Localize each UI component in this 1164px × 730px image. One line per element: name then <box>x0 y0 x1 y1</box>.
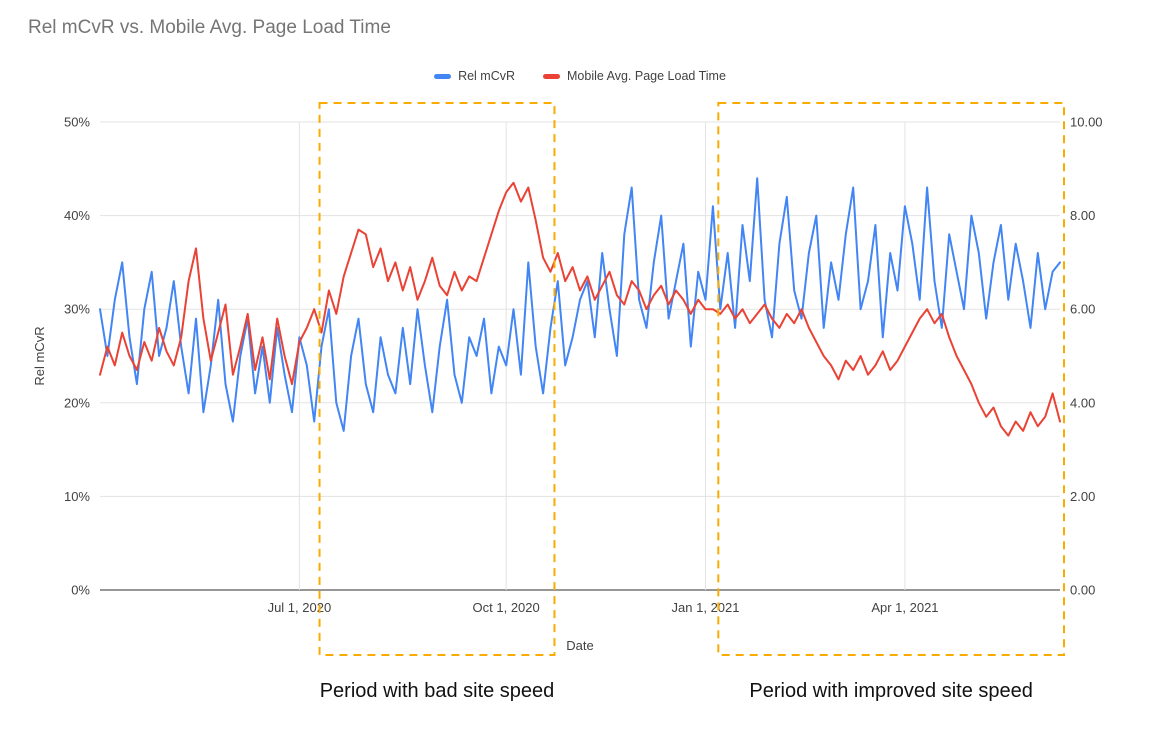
right-axis-tick: 6.00 <box>1070 302 1095 317</box>
legend-swatch-rel-mcvr <box>434 73 452 79</box>
annotation-box-2 <box>717 102 1065 656</box>
legend-item-rel-mcvr: Rel mCvR <box>434 69 515 83</box>
left-axis-tick: 50% <box>64 115 90 130</box>
annotation-label-improved-site-speed: Period with improved site speed <box>749 680 1033 702</box>
x-axis-tick: Jul 1, 2020 <box>268 600 332 615</box>
left-axis-tick: 30% <box>64 302 90 317</box>
series-line-rel-mcvr <box>99 177 1061 432</box>
x-axis-tick: Jan 1, 2021 <box>672 600 740 615</box>
legend: Rel mCvR Mobile Avg. Page Load Time <box>100 69 1060 83</box>
right-axis-tick: 4.00 <box>1070 395 1095 410</box>
right-axis-tick: 10.00 <box>1070 115 1103 130</box>
annotation-label-bad-site-speed: Period with bad site speed <box>319 680 555 702</box>
left-axis-tick: 10% <box>64 489 90 504</box>
legend-swatch-page-load-time <box>543 73 561 79</box>
right-axis-tick: 0.00 <box>1070 583 1095 598</box>
legend-label-page-load-time: Mobile Avg. Page Load Time <box>567 69 726 83</box>
x-axis-title: Date <box>566 638 594 653</box>
right-axis-tick: 8.00 <box>1070 208 1095 223</box>
annotation-box-1 <box>318 102 556 656</box>
y-axis-title: Rel mCvR <box>32 326 47 385</box>
legend-item-page-load-time: Mobile Avg. Page Load Time <box>543 69 726 83</box>
left-axis-tick: 0% <box>71 583 90 598</box>
left-axis-tick: 40% <box>64 208 90 223</box>
series-line-page-load-time <box>99 181 1061 437</box>
right-axis-tick: 2.00 <box>1070 489 1095 504</box>
left-axis-tick: 20% <box>64 395 90 410</box>
x-axis-tick: Oct 1, 2020 <box>473 600 540 615</box>
chart-title: Rel mCvR vs. Mobile Avg. Page Load Time <box>28 17 391 38</box>
x-axis-tick: Apr 1, 2021 <box>871 600 938 615</box>
legend-label-rel-mcvr: Rel mCvR <box>458 69 516 83</box>
